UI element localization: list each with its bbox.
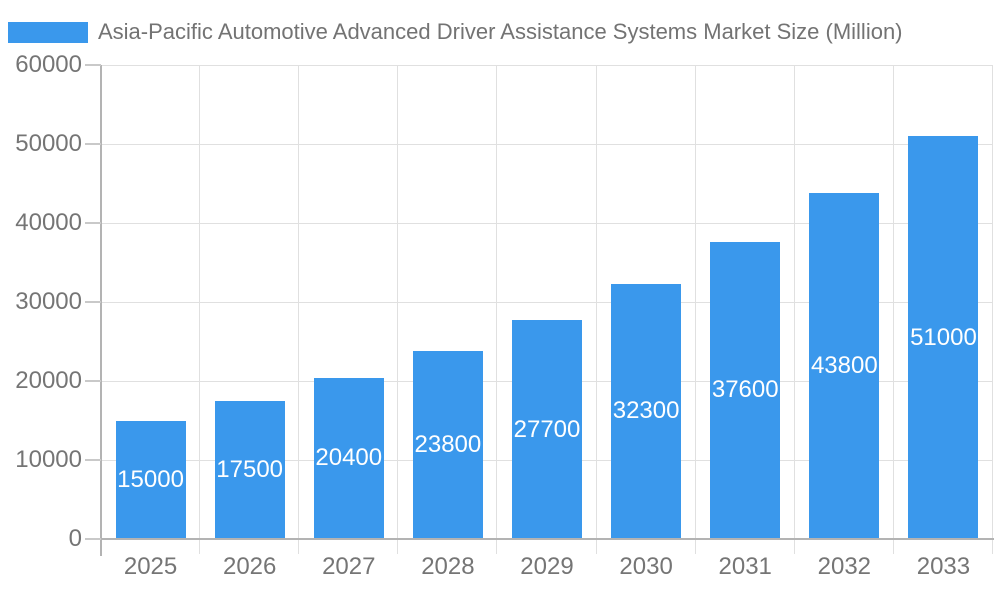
bar-value-label: 27700 xyxy=(513,415,581,443)
bar-value-label: 43800 xyxy=(810,351,878,379)
v-gridline xyxy=(694,65,696,554)
x-axis-labels: 2025 2026 2027 2028 2029 2030 2031 2032 2033 xyxy=(101,551,993,583)
y-axis-tick-label: 50000 xyxy=(15,130,82,157)
y-axis-tick-label: 20000 xyxy=(15,367,82,394)
v-gridline xyxy=(397,65,399,554)
bar-2030[interactable]: 32300 xyxy=(611,283,682,539)
bar-value-label: 32300 xyxy=(612,397,680,425)
y-axis-tick xyxy=(85,64,101,66)
x-axis-tick-label: 2032 xyxy=(817,553,872,580)
v-gridline xyxy=(892,65,894,554)
bar-2033[interactable]: 51000 xyxy=(908,136,979,539)
y-axis-tick xyxy=(85,380,101,382)
bar-value-label: 17500 xyxy=(216,455,284,483)
v-gridline xyxy=(496,65,498,554)
x-axis-tick-label: 2028 xyxy=(421,553,475,580)
bar-2031[interactable]: 37600 xyxy=(710,241,781,539)
x-axis-line xyxy=(100,538,994,540)
h-gridline xyxy=(101,143,993,145)
x-axis-tick-label: 2031 xyxy=(718,553,772,580)
y-axis-labels: 0 10000 20000 30000 40000 50000 60000 xyxy=(0,51,82,552)
v-gridline xyxy=(992,65,993,554)
x-axis-tick-label: 2029 xyxy=(520,553,574,580)
v-gridline xyxy=(595,65,597,554)
y-axis-tick xyxy=(85,459,101,461)
v-gridline xyxy=(793,65,795,554)
bar-value-label: 23800 xyxy=(414,430,482,458)
bar-value-label: 51000 xyxy=(910,323,977,351)
y-axis-tick-label: 40000 xyxy=(15,209,82,236)
y-axis-tick-label: 60000 xyxy=(15,51,82,78)
legend-label[interactable]: Asia-Pacific Automotive Advanced Driver … xyxy=(98,19,903,44)
bar-value-label: 20400 xyxy=(315,444,383,472)
bar-value-label: 15000 xyxy=(117,465,184,493)
v-gridline xyxy=(298,65,300,554)
h-gridline xyxy=(101,64,993,66)
y-axis-tick-label: 0 xyxy=(68,525,82,552)
legend: Asia-Pacific Automotive Advanced Driver … xyxy=(0,0,1000,55)
legend-swatch[interactable] xyxy=(8,22,88,43)
y-axis-tick-label: 10000 xyxy=(15,446,82,473)
x-axis-tick-label: 2026 xyxy=(222,553,277,580)
x-axis-tick-label: 2027 xyxy=(322,553,376,580)
bar-2025[interactable]: 15000 xyxy=(115,420,186,539)
y-axis-tick-label: 30000 xyxy=(15,288,82,315)
y-axis-tick xyxy=(85,538,101,540)
x-axis-tick-label: 2025 xyxy=(123,553,178,580)
bar-2032[interactable]: 43800 xyxy=(809,192,880,539)
y-axis-line xyxy=(100,65,102,556)
y-axis-tick xyxy=(85,143,101,145)
y-axis-tick xyxy=(85,301,101,303)
bar-2026[interactable]: 17500 xyxy=(214,400,285,539)
x-axis-tick-label: 2033 xyxy=(916,553,971,580)
v-gridline xyxy=(199,65,201,554)
bar-2028[interactable]: 23800 xyxy=(412,350,483,539)
h-gridline xyxy=(101,222,993,224)
y-axis-tick xyxy=(85,222,101,224)
bar-2027[interactable]: 20400 xyxy=(313,377,384,539)
bar-value-label: 37600 xyxy=(711,376,779,404)
bar-2029[interactable]: 27700 xyxy=(512,320,582,539)
plot-area: 15000 17500 20400 23800 27700 32300 37600 43800… xyxy=(101,64,993,554)
x-axis-tick-label: 2030 xyxy=(619,553,673,580)
h-gridline xyxy=(101,301,993,303)
